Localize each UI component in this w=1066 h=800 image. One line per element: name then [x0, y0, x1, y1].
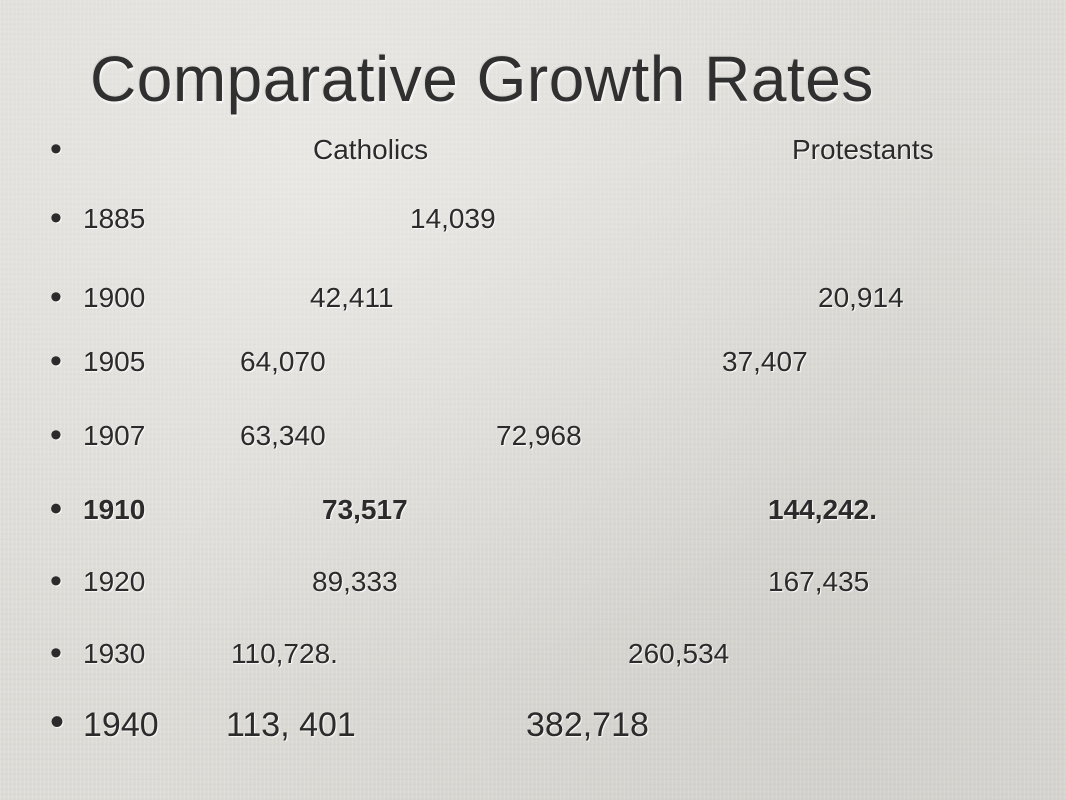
bullet-icon: • [50, 562, 62, 600]
catholics-cell: 73,517 [322, 494, 408, 525]
catholics-cell: 42,411 [310, 282, 394, 313]
catholics-cell: 89,333 [312, 566, 398, 597]
protestants-cell: 382,718 [526, 706, 649, 744]
table-row-1920: • 1920 89,333 167,435 [0, 562, 1066, 606]
bullet-icon: • [50, 416, 62, 454]
year-cell: 1920 [83, 566, 146, 597]
year-cell: 1907 [83, 420, 146, 451]
header-row: • Catholics Protestants [0, 130, 1066, 174]
year-cell: 1900 [83, 282, 146, 313]
table-row-1900: • 1900 42,411 20,914 [0, 278, 1066, 322]
catholics-cell: 64,070 [240, 346, 326, 377]
year-cell: 1940 [83, 706, 159, 744]
year-cell: 1885 [83, 203, 146, 234]
catholics-cell: 63,340 [240, 420, 326, 451]
header-protestants: Protestants [792, 134, 934, 165]
year-cell: 1910 [83, 494, 146, 525]
bullet-icon: • [50, 490, 62, 528]
catholics-cell: 110,728. [231, 638, 338, 669]
protestants-cell: 144,242. [768, 494, 877, 525]
table-row-1885: • 1885 14,039 [0, 199, 1066, 243]
year-cell: 1930 [83, 638, 146, 669]
year-cell: 1905 [83, 346, 146, 377]
table-row-1907: • 1907 63,340 72,968 [0, 416, 1066, 460]
table-row-1930: • 1930 110,728. 260,534 [0, 634, 1066, 678]
bullet-icon: • [50, 199, 62, 237]
protestants-cell: 72,968 [496, 420, 582, 451]
table-row-1940: • 1940 113, 401 382,718 [0, 700, 1066, 746]
bullet-icon: • [50, 342, 62, 380]
catholics-cell: 113, 401 [226, 706, 356, 744]
protestants-cell: 20,914 [818, 282, 904, 313]
bullet-icon: • [50, 130, 62, 168]
table-row-1910: • 1910 73,517 144,242. [0, 490, 1066, 534]
header-catholics: Catholics [313, 134, 429, 165]
protestants-cell: 260,534 [628, 638, 730, 669]
table-row-1905: • 1905 64,070 37,407 [0, 342, 1066, 386]
protestants-cell: 167,435 [768, 566, 870, 597]
protestants-cell: 37,407 [722, 346, 808, 377]
bullet-icon: • [50, 278, 62, 316]
catholics-cell: 14,039 [410, 203, 496, 234]
bullet-icon: • [50, 700, 65, 744]
slide-title: Comparative Growth Rates [90, 43, 874, 115]
bullet-icon: • [50, 634, 62, 672]
